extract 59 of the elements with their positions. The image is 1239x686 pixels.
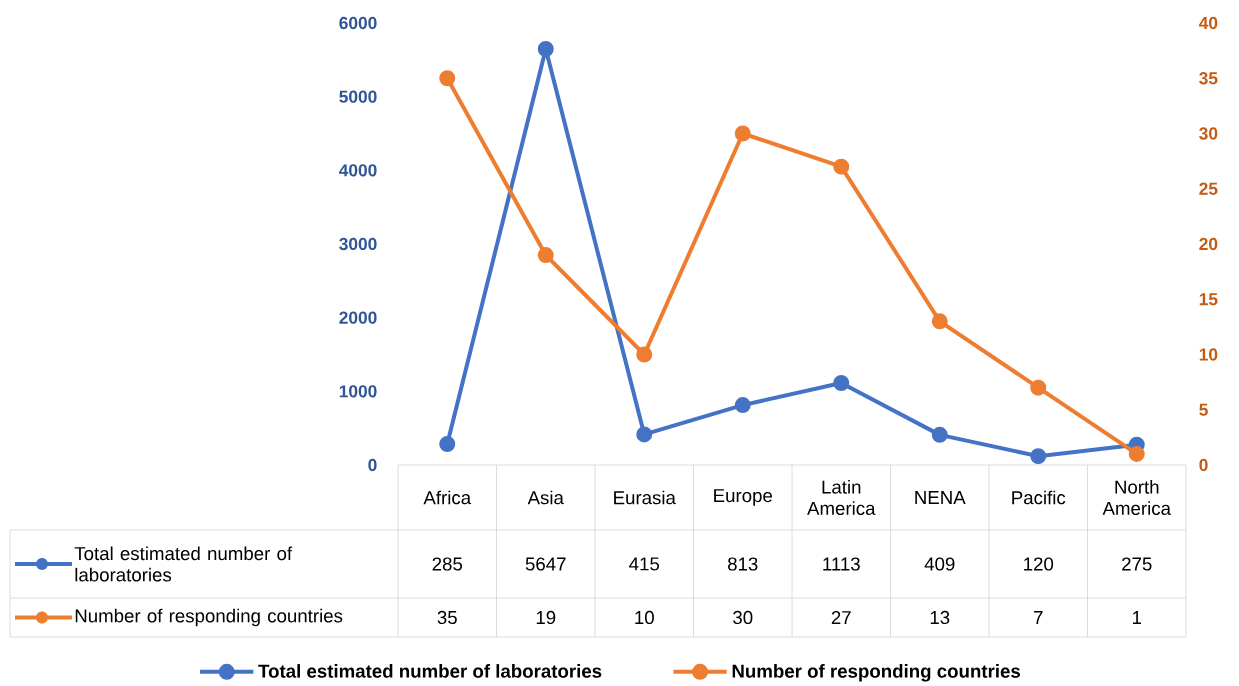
legend-label: Number of responding countries <box>75 608 343 627</box>
x-tick-label: Pacific <box>1012 490 1066 505</box>
point <box>734 125 751 142</box>
point <box>734 397 751 414</box>
y-tick-label: 4000 <box>339 164 377 177</box>
data-label: 27 <box>831 610 851 625</box>
point <box>1128 445 1145 462</box>
x-tick-label: NENA <box>915 491 966 504</box>
y2-tick-label: 15 <box>1199 293 1218 306</box>
point <box>1030 379 1047 396</box>
data-label: 10 <box>635 610 654 625</box>
point <box>636 426 653 443</box>
x-tick-label: Latin America <box>807 479 876 516</box>
data-label: 1 <box>1132 611 1142 624</box>
data-label: 285 <box>432 557 463 571</box>
y-tick-label: 0 <box>368 458 377 472</box>
x-tick-label: Africa <box>423 490 472 505</box>
text: Number of responding countries <box>732 664 1021 682</box>
data-label: 813 <box>728 557 758 571</box>
y2-tick-label: 20 <box>1199 237 1218 251</box>
point <box>1030 448 1047 465</box>
y-tick-label: 6000 <box>339 16 377 30</box>
data-label: 1113 <box>823 557 860 571</box>
point <box>439 436 456 452</box>
point <box>833 375 850 392</box>
data-label: 409 <box>924 557 955 571</box>
point <box>636 346 653 363</box>
data-label: 13 <box>930 610 950 625</box>
y2-tick-label: 35 <box>1199 72 1218 85</box>
point <box>931 313 948 330</box>
data-label: 35 <box>437 610 457 625</box>
point <box>931 426 948 443</box>
legend-label: Total estimated number of laboratories <box>74 546 293 582</box>
point <box>833 158 850 175</box>
data-label: 415 <box>629 557 660 571</box>
data-label: 19 <box>536 610 556 625</box>
y-tick-label: 5000 <box>339 90 377 103</box>
y-tick-label: 1000 <box>339 385 377 398</box>
x-tick-label: North America <box>1102 479 1171 516</box>
x-tick-label: Eurasia <box>614 490 676 505</box>
data-label: 120 <box>1024 557 1054 571</box>
point <box>537 41 554 58</box>
data-label: 30 <box>733 610 753 625</box>
y-tick-label: 2000 <box>339 311 377 324</box>
x-tick-label: Europe <box>714 489 773 506</box>
data-label: 7 <box>1034 611 1043 624</box>
y2-tick-label: 40 <box>1198 16 1218 30</box>
y2-tick-label: 0 <box>1199 458 1208 472</box>
y2-tick-label: 5 <box>1199 403 1208 416</box>
y2-tick-label: 30 <box>1199 127 1218 140</box>
y2-tick-label: 25 <box>1199 182 1218 195</box>
point <box>537 247 554 264</box>
data-label: 275 <box>1122 557 1152 571</box>
x-tick-label: Asia <box>527 490 564 505</box>
point <box>439 70 456 87</box>
y-tick-label: 3000 <box>339 237 377 251</box>
y2-tick-label: 10 <box>1199 348 1218 361</box>
data-label: 5647 <box>525 557 566 571</box>
text: Total estimated number of laboratories <box>258 664 602 678</box>
